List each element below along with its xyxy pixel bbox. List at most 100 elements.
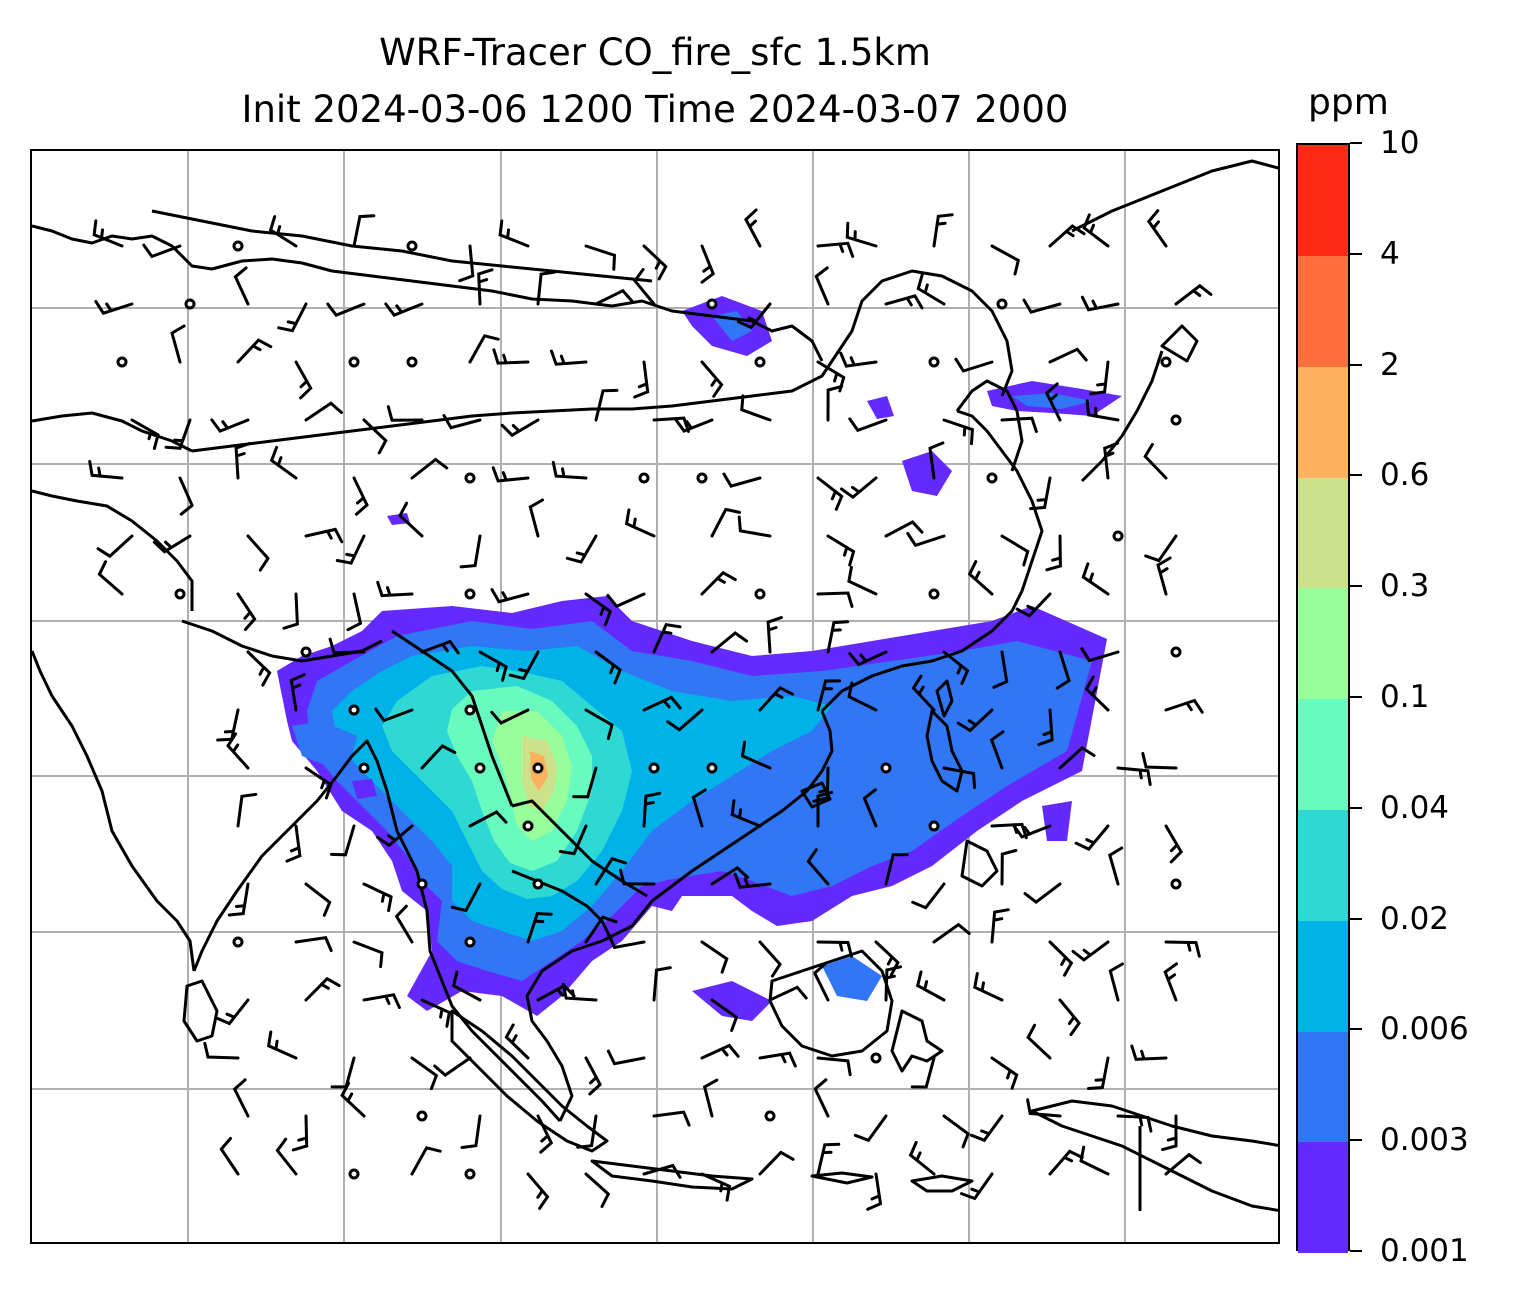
coastline-timor bbox=[910, 1174, 974, 1193]
wind-calm-circle bbox=[406, 356, 418, 368]
wind-barb bbox=[915, 970, 946, 1002]
map-title-line-1: WRF-Tracer CO_fire_sfc 1.5km bbox=[379, 31, 931, 74]
wind-barbs bbox=[88, 208, 1213, 1211]
wind-barb bbox=[420, 639, 460, 655]
colorbar-band bbox=[1298, 145, 1348, 256]
wind-barb bbox=[633, 360, 650, 399]
wind-barb bbox=[492, 348, 530, 365]
wind-barb bbox=[565, 534, 598, 564]
wind-barb bbox=[232, 1078, 250, 1118]
wind-barb bbox=[584, 708, 614, 741]
wind-barb bbox=[848, 650, 888, 667]
wind-calm-circle bbox=[1170, 414, 1182, 426]
wind-calm-circle bbox=[406, 240, 418, 252]
wind-barb bbox=[853, 1114, 888, 1143]
wind-calm-circle bbox=[638, 472, 650, 484]
wind-calm-circle bbox=[880, 762, 892, 774]
wind-barb bbox=[710, 507, 741, 538]
wind-calm-circle bbox=[928, 588, 940, 600]
colorbar-tick bbox=[1350, 917, 1362, 920]
colorbar-tick-label: 4 bbox=[1380, 235, 1400, 272]
colorbar-band bbox=[1298, 255, 1348, 367]
colorbar-tick bbox=[1350, 585, 1362, 588]
wind-barb bbox=[969, 1114, 1004, 1143]
wind-barb bbox=[700, 244, 716, 284]
wind-barb bbox=[420, 998, 451, 1028]
wind-barb bbox=[730, 799, 762, 828]
wind-barb bbox=[1108, 962, 1124, 1002]
plume-bengal bbox=[292, 721, 357, 766]
wind-calm-circle bbox=[986, 472, 998, 484]
wind-barb bbox=[491, 466, 530, 483]
wind-barb bbox=[845, 221, 878, 248]
wind-calm-circle bbox=[416, 1110, 428, 1122]
wind-barb bbox=[736, 302, 772, 330]
wind-barb bbox=[744, 208, 762, 248]
wind-barb bbox=[352, 476, 369, 516]
wind-barb bbox=[1071, 940, 1110, 962]
wind-barb bbox=[814, 266, 830, 306]
wind-barb bbox=[504, 1023, 530, 1060]
coastlines bbox=[32, 159, 1278, 1212]
wind-barb bbox=[1116, 1114, 1153, 1133]
wind-barb bbox=[398, 501, 424, 538]
wind-barb bbox=[304, 882, 332, 917]
wind-barb bbox=[170, 324, 186, 364]
colorbar-band bbox=[1298, 809, 1348, 921]
wind-barb bbox=[1164, 824, 1183, 864]
colorbar-title: ppm bbox=[1308, 82, 1389, 123]
wind-barb bbox=[1000, 534, 1030, 567]
wind-barb bbox=[1164, 1152, 1202, 1176]
wind-barb bbox=[652, 416, 690, 433]
coastline-luzon bbox=[925, 709, 964, 793]
coastline-japan-hokkaido bbox=[1160, 324, 1199, 363]
wind-barb bbox=[330, 824, 356, 857]
wind-barb bbox=[847, 681, 878, 712]
wind-barb bbox=[1044, 382, 1062, 422]
wind-calm-circle bbox=[532, 762, 544, 774]
map-title-line-2: Init 2024-03-06 1200 Time 2024-03-07 200… bbox=[241, 88, 1069, 131]
wind-barb bbox=[1022, 298, 1062, 314]
wind-barb bbox=[973, 972, 1004, 1002]
wind-barb bbox=[266, 1030, 298, 1060]
coastline-java bbox=[590, 1159, 754, 1191]
border-china-myanmar bbox=[391, 629, 514, 807]
colorbar-tick bbox=[1350, 1250, 1362, 1252]
wind-barb bbox=[862, 788, 878, 828]
wind-barb bbox=[550, 349, 588, 366]
wind-calm-circle bbox=[648, 762, 660, 774]
wind-barb bbox=[766, 616, 783, 654]
wind-barb bbox=[477, 268, 494, 306]
wind-calm-circle bbox=[464, 704, 476, 716]
map-panel[interactable] bbox=[30, 149, 1280, 1244]
wind-barb bbox=[1103, 441, 1120, 480]
wind-barb bbox=[1074, 824, 1110, 851]
colorbar-band bbox=[1298, 920, 1348, 1032]
wind-calm-circle bbox=[464, 588, 476, 600]
wind-barb bbox=[236, 338, 273, 364]
wind-barb bbox=[990, 908, 1010, 944]
wind-barb bbox=[1048, 224, 1086, 248]
wind-barb bbox=[1146, 209, 1168, 248]
wind-barb bbox=[433, 1056, 472, 1077]
wind-barb bbox=[816, 476, 844, 511]
wind-barb bbox=[1161, 1114, 1178, 1152]
wind-barb bbox=[269, 445, 298, 480]
wind-barb bbox=[536, 1114, 554, 1154]
wind-barb bbox=[576, 1114, 598, 1149]
wind-calm-circle bbox=[1112, 530, 1124, 542]
wind-barb bbox=[700, 940, 729, 974]
wind-barb bbox=[990, 1056, 1019, 1090]
wind-barb bbox=[1141, 751, 1178, 770]
wind-barb bbox=[468, 810, 508, 828]
wind-barb bbox=[1084, 675, 1110, 712]
wind-barb bbox=[551, 460, 588, 480]
wind-barb bbox=[1048, 1149, 1084, 1176]
wind-barb bbox=[328, 637, 366, 655]
wind-barb bbox=[619, 868, 656, 886]
wind-barb bbox=[816, 790, 834, 828]
wind-calm-circle bbox=[1170, 646, 1182, 658]
wind-barb bbox=[335, 534, 366, 565]
border-central-asia bbox=[32, 411, 193, 453]
wind-barb bbox=[884, 520, 924, 538]
